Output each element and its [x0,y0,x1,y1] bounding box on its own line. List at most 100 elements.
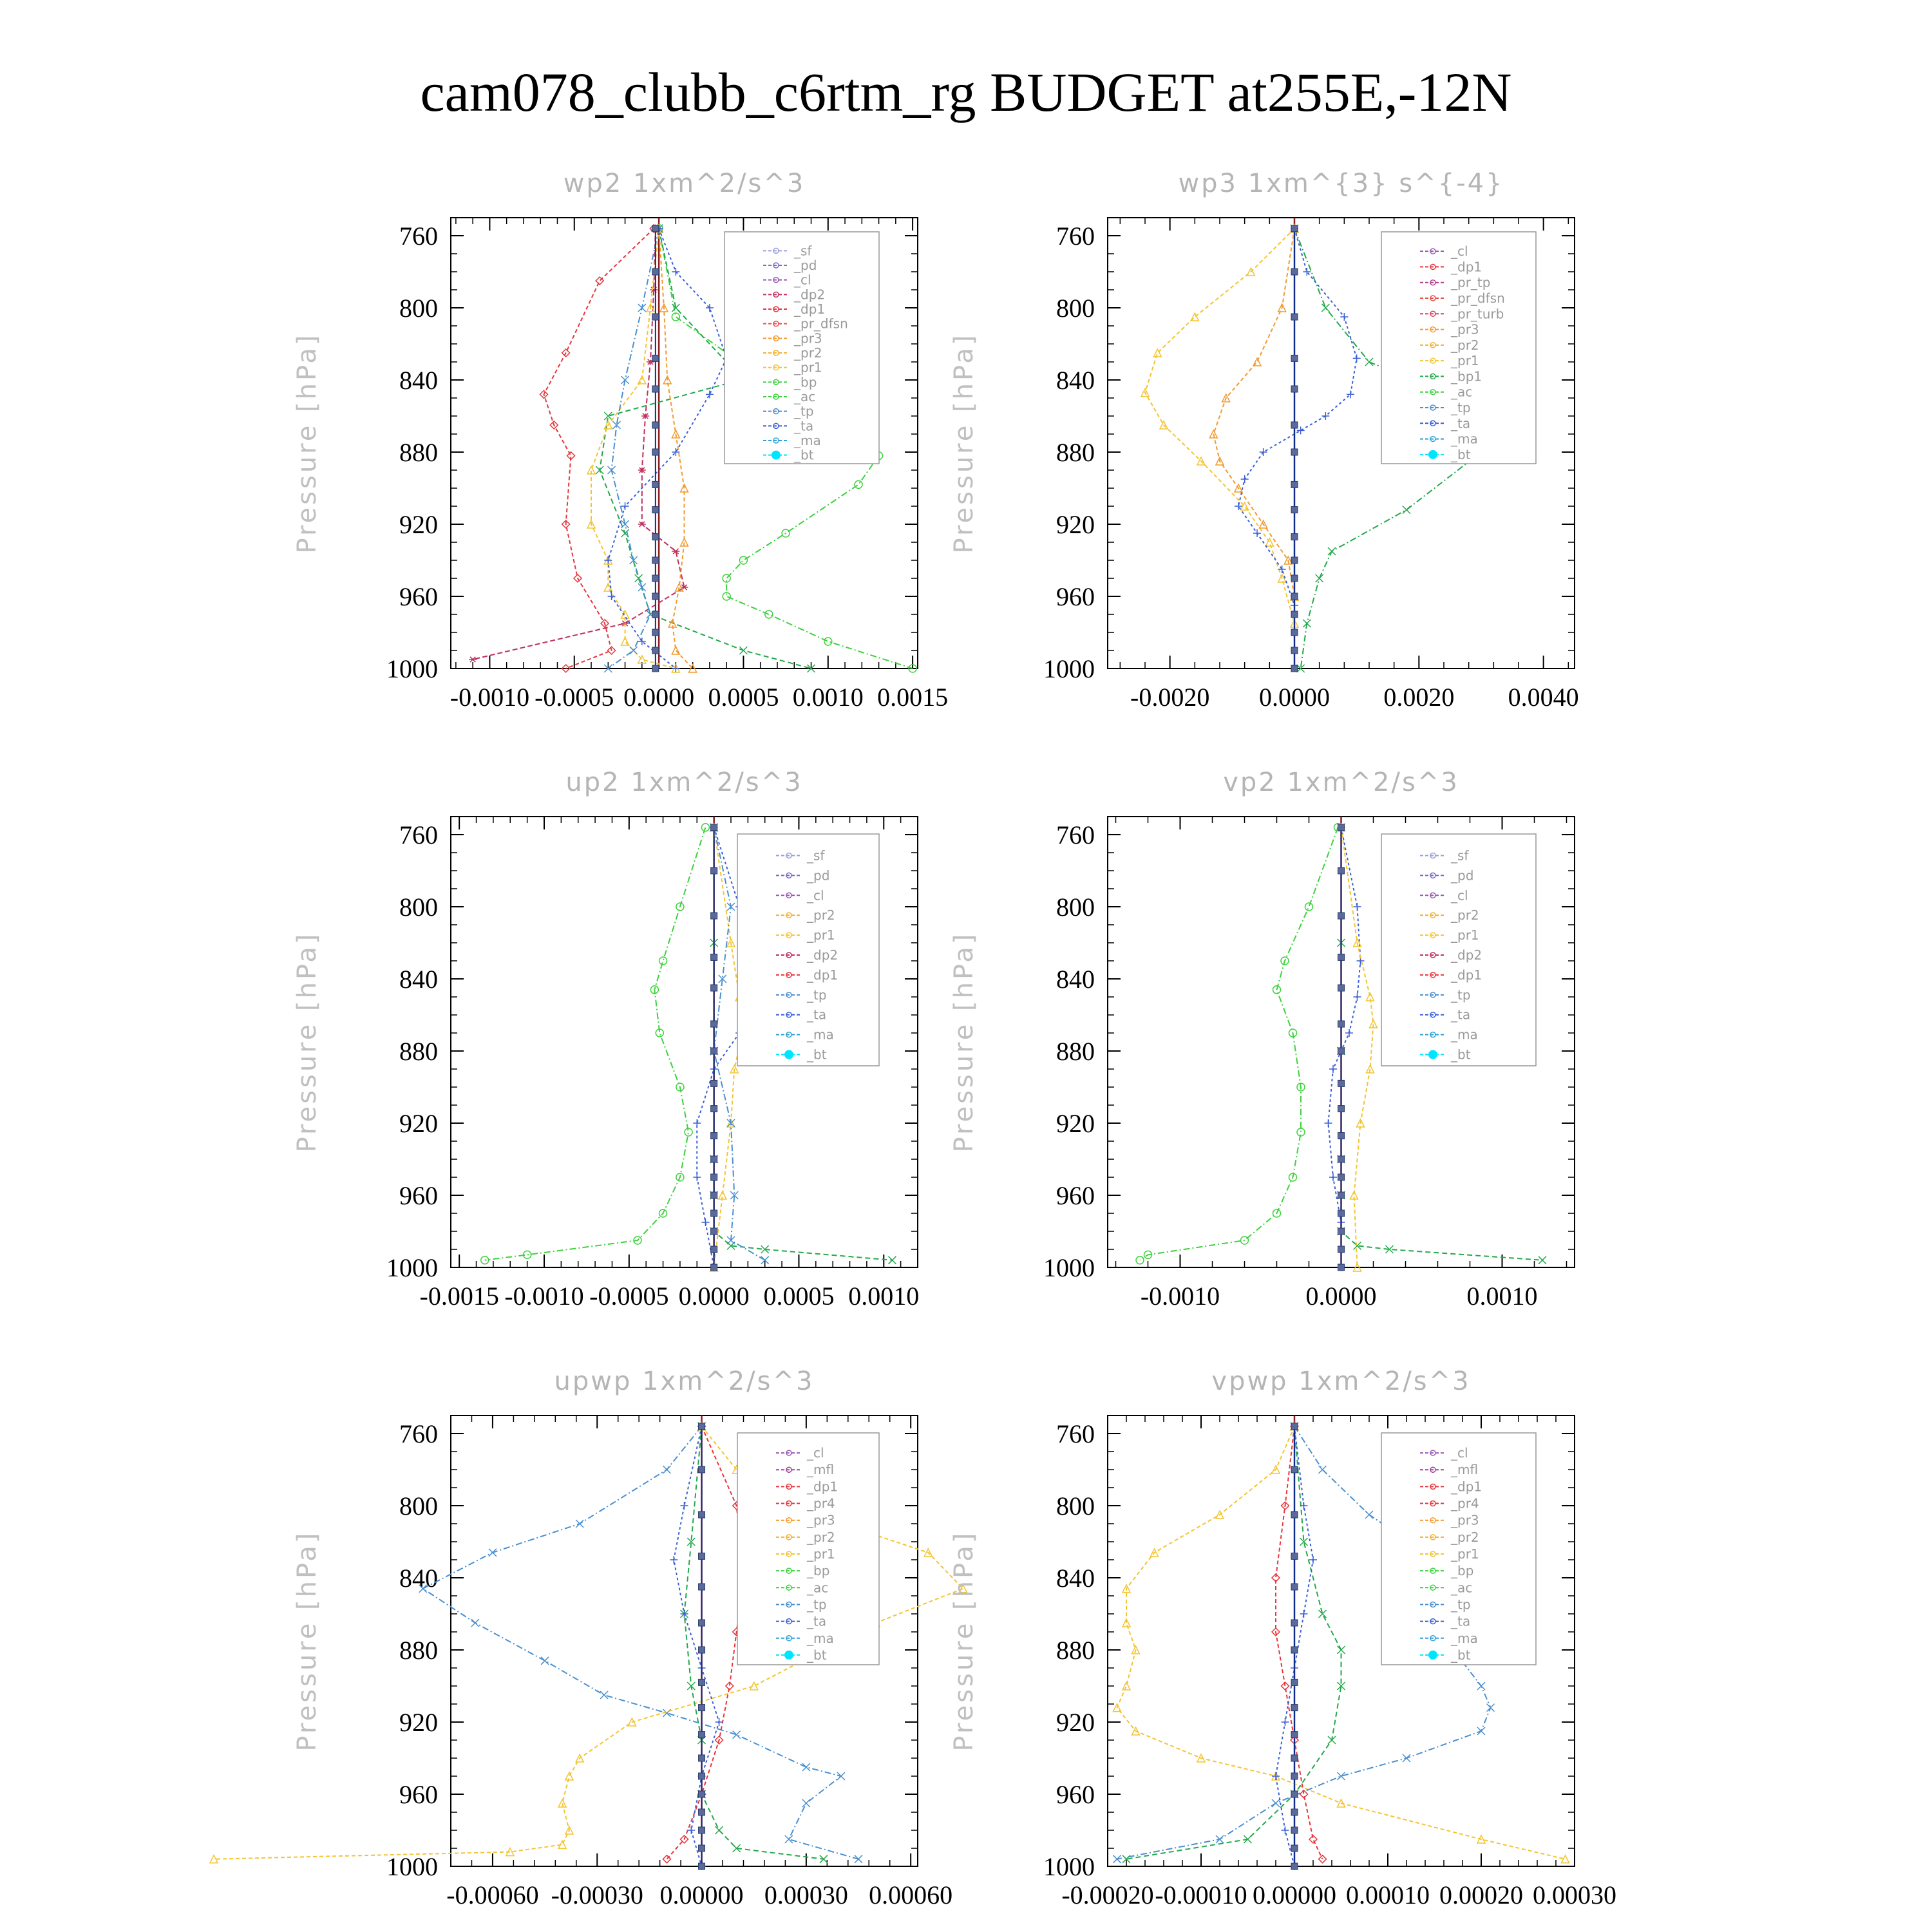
data-point [1352,354,1361,363]
data-point [1338,984,1345,992]
y-tick-label: 920 [1056,1109,1095,1138]
x-tick-label: -0.00060 [446,1880,538,1909]
data-point [480,1256,489,1265]
data-point [1338,1155,1345,1163]
data-point [612,421,621,430]
data-point [698,1678,706,1686]
series-pr2 [586,223,681,673]
data-point [1271,1464,1281,1474]
data-point [1353,903,1361,911]
data-point [1299,1537,1309,1546]
data-point [1318,1854,1327,1864]
legend-label: _ma [1450,1027,1478,1043]
legend-marker [1428,1650,1437,1660]
legend-marker [1430,248,1436,254]
legend-marker [786,1517,792,1524]
legend-marker [1430,373,1436,380]
panel-5: upwp 1xm^2/s^3 Pressure [hPa] 760 800 840 880… [209,1367,968,1909]
data-point [710,1245,718,1253]
y-axis-label: Pressure [hPa] [949,333,979,554]
legend: _sf _pd _cl _pr2 _pr1 _dp2 _dp1 _tp _ta _ma _bt [737,833,880,1066]
data-point [671,303,680,312]
data-point [505,1846,515,1857]
legend-marker [773,437,779,444]
data-point [676,1083,685,1092]
data-point [701,823,710,832]
y-tick-label: 800 [399,893,438,922]
data-point [1385,1245,1394,1254]
legend-marker [786,1584,792,1591]
legend-label: _pr4 [806,1496,835,1511]
data-point [710,1191,718,1199]
panel-title: wp2 1xm^2/s^3 [564,169,806,198]
data-point [1296,426,1305,435]
data-point [698,1646,706,1654]
data-point [1215,1835,1224,1844]
plot-frame [450,217,918,669]
data-point [1283,555,1293,565]
x-tick-label: 0.0005 [763,1282,834,1311]
data-point [1318,1609,1327,1618]
legend-marker [1430,1567,1436,1574]
data-point [621,375,630,384]
plot-frame [1107,217,1575,669]
series-line [591,228,676,669]
data-point [710,1047,718,1055]
series-ta [1235,224,1361,609]
data-point [714,1735,724,1745]
legend-label: _bp1 [1450,368,1482,384]
data-point [680,1502,688,1510]
data-point [652,354,659,362]
data-point [705,304,714,312]
data-point [715,1826,724,1835]
y-tick-label: 840 [1056,366,1095,395]
y-tick-label: 760 [399,1419,438,1448]
data-point [679,1834,689,1844]
data-point [1338,1020,1345,1028]
legend-label: _pr_tp [1450,275,1490,290]
legend-label: _pr_dfsn [1450,290,1505,306]
data-point [1291,1790,1298,1798]
data-point [698,1466,706,1473]
data-point [652,421,659,429]
data-point [732,1730,741,1739]
legend-box [1381,1432,1537,1665]
data-point [1150,1548,1159,1557]
x-tick-label: -0.0005 [589,1282,668,1311]
legend-label: _cl [806,1445,824,1461]
data-point [607,592,616,600]
panel-title: vp2 1xm^2/s^3 [1223,768,1459,797]
x-tick-label: 0.00010 [1346,1880,1430,1909]
legend-marker [1430,1500,1436,1507]
legend-label: _dp1 [1450,967,1482,983]
data-point [1131,1726,1141,1736]
panel-1: wp2 1xm^2/s^3 Pressure [hPa] 760 800 840 880 9… [292,169,948,712]
data-point [1538,1256,1547,1265]
x-tick-label: 0.0040 [1508,683,1579,712]
data-point [573,573,583,583]
data-point [671,645,681,655]
data-point [749,1681,759,1690]
data-point [1131,1645,1141,1654]
panel-title: vpwp 1xm^2/s^3 [1211,1367,1470,1396]
data-point [638,521,646,527]
series-line [1116,1426,1566,1860]
data-point [1338,953,1345,961]
data-point [1477,1727,1486,1736]
data-point [652,647,659,654]
legend-label: _pr3 [793,330,822,346]
data-point [680,1610,688,1618]
data-point [1196,1753,1206,1763]
y-tick-label: 1000 [386,1253,438,1282]
data-point [1291,1862,1298,1870]
legend-label: _pr1 [1450,353,1479,368]
data-point [600,1690,609,1700]
legend-box [1381,231,1537,464]
data-point [1365,1064,1375,1074]
legend-marker [1430,892,1436,899]
data-point [1291,592,1298,600]
legend-label: _ac [1450,384,1472,400]
data-point [1336,1681,1346,1690]
series-line [1126,1426,1342,1860]
legend-marker [1430,1618,1436,1625]
